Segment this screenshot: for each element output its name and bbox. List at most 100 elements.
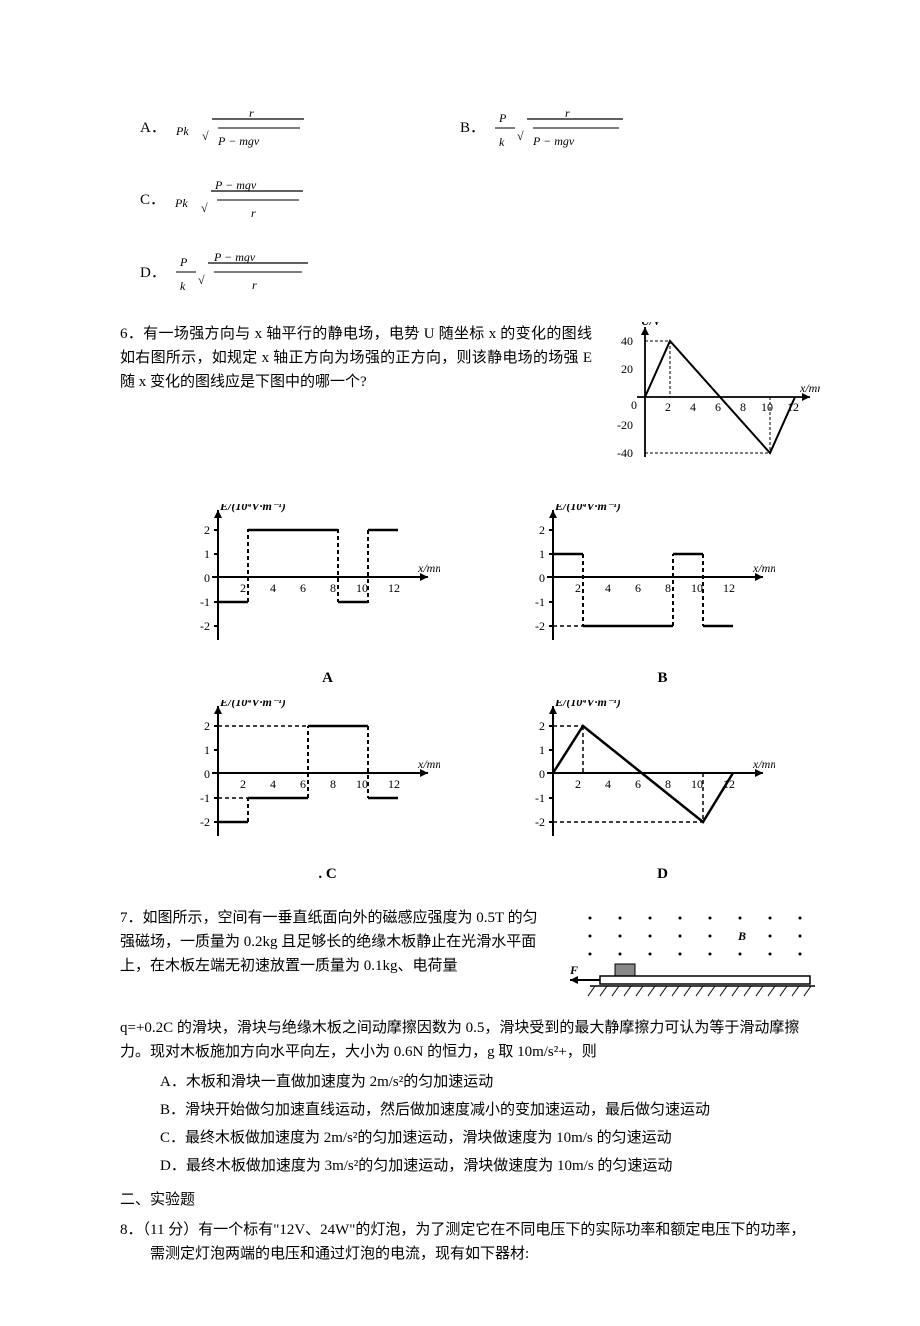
svg-text:2: 2 xyxy=(575,777,581,791)
svg-text:P − mgv: P − mgv xyxy=(213,250,256,264)
svg-text:0: 0 xyxy=(539,571,545,585)
svg-text:-20: -20 xyxy=(617,418,633,432)
q7-text-left: 7．如图所示，空间有一垂直纸面向外的磁感应强度为 0.5T 的匀强磁场，一质量为… xyxy=(120,906,550,1014)
svg-text:4: 4 xyxy=(270,777,276,791)
svg-text:E/(10⁴V·m⁻¹): E/(10⁴V·m⁻¹) xyxy=(554,504,621,513)
svg-text:√: √ xyxy=(198,273,205,287)
svg-text:-1: -1 xyxy=(535,595,545,609)
magnetic-field-dots xyxy=(589,917,802,956)
svg-text:E/(10⁴V·m⁻¹): E/(10⁴V·m⁻¹) xyxy=(219,700,286,709)
q7-option-a: A．木板和滑块一直做加速度为 2m/s²的匀加速运动 xyxy=(160,1070,820,1094)
svg-text:√: √ xyxy=(517,129,524,143)
svg-text:4: 4 xyxy=(270,581,276,595)
q6-options-grid: E/(10⁴V·m⁻¹) x/mm 210 -1-2 246 81012 xyxy=(170,504,820,886)
svg-text:r: r xyxy=(565,106,570,120)
svg-text:Pk: Pk xyxy=(174,196,188,210)
svg-text:r: r xyxy=(249,106,254,120)
svg-text:0: 0 xyxy=(539,767,545,781)
svg-text:8: 8 xyxy=(665,581,671,595)
formula-row-ab: A． Pk √ r P − mgv B． P k √ r P − mgv xyxy=(120,100,820,156)
svg-text:0: 0 xyxy=(631,398,637,412)
svg-text:-2: -2 xyxy=(200,619,210,633)
svg-text:20: 20 xyxy=(621,362,633,376)
formula-c: C． Pk √ P − mgv r xyxy=(120,172,323,228)
svg-text:0: 0 xyxy=(204,767,210,781)
svg-text:12: 12 xyxy=(388,777,400,791)
svg-text:-1: -1 xyxy=(535,791,545,805)
q7-paragraph-1: 7．如图所示，空间有一垂直纸面向外的磁感应强度为 0.5T 的匀强磁场，一质量为… xyxy=(120,906,550,978)
q6-option-d: E/(10⁴V·m⁻¹) x/mm 210 -1-2 246 81012 D xyxy=(505,700,820,886)
formula-row-c: C． Pk √ P − mgv r xyxy=(120,172,820,228)
svg-text:√: √ xyxy=(202,129,209,143)
svg-text:6: 6 xyxy=(300,777,306,791)
svg-text:0: 0 xyxy=(204,571,210,585)
formula-b-svg: P k √ r P − mgv xyxy=(493,100,643,156)
section-2-title: 二、实验题 xyxy=(120,1188,820,1212)
svg-text:10: 10 xyxy=(356,581,368,595)
svg-text:-40: -40 xyxy=(617,446,633,460)
option-d-letter: D xyxy=(505,862,820,886)
svg-text:x/mm: x/mm xyxy=(752,757,775,771)
svg-text:P: P xyxy=(498,111,507,125)
q7-text-full: q=+0.2C 的滑块，滑块与绝缘木板之间动摩擦因数为 0.5，滑块受到的最大静… xyxy=(120,1016,820,1064)
svg-text:Pk: Pk xyxy=(175,124,189,138)
svg-text:P: P xyxy=(179,255,188,269)
svg-text:6: 6 xyxy=(635,581,641,595)
svg-text:4: 4 xyxy=(605,581,611,595)
svg-text:x/mm: x/mm xyxy=(417,757,440,771)
svg-text:E/(10⁴V·m⁻¹): E/(10⁴V·m⁻¹) xyxy=(219,504,286,513)
svg-text:1: 1 xyxy=(539,743,545,757)
svg-text:-1: -1 xyxy=(200,791,210,805)
svg-text:E/(10⁴V·m⁻¹): E/(10⁴V·m⁻¹) xyxy=(554,700,621,709)
svg-text:10: 10 xyxy=(691,777,703,791)
formula-row-d: D． P k √ P − mgv r xyxy=(120,244,820,302)
svg-text:8: 8 xyxy=(740,400,746,414)
formula-d-svg: P k √ P − mgv r xyxy=(174,244,334,302)
svg-text:-2: -2 xyxy=(535,619,545,633)
option-b-label: B． xyxy=(460,116,485,140)
svg-text:2: 2 xyxy=(665,400,671,414)
svg-text:r: r xyxy=(251,206,256,220)
option-b-letter: B xyxy=(505,666,820,690)
svg-text:√: √ xyxy=(201,201,208,215)
svg-text:P − mgv: P − mgv xyxy=(214,178,257,192)
svg-text:r: r xyxy=(252,278,257,292)
svg-text:2: 2 xyxy=(539,719,545,733)
option-c-label: C． xyxy=(140,188,165,212)
svg-text:B: B xyxy=(737,929,746,943)
svg-text:40: 40 xyxy=(621,334,633,348)
svg-text:1: 1 xyxy=(539,547,545,561)
svg-text:2: 2 xyxy=(204,523,210,537)
option-d-label: D． xyxy=(140,261,166,285)
formula-a-svg: Pk √ r P − mgv xyxy=(174,100,314,156)
svg-text:U/V: U/V xyxy=(641,322,662,328)
option-a-letter: A xyxy=(170,666,485,690)
formula-c-svg: Pk √ P − mgv r xyxy=(173,172,323,228)
svg-text:x/mm: x/mm xyxy=(752,561,775,575)
q7-option-b: B．滑块开始做匀加速直线运动，然后做加速度减小的变加速运动，最后做匀速运动 xyxy=(160,1098,820,1122)
q6-paragraph: 6．有一场强方向与 x 轴平行的静电场，电势 U 随坐标 x 的变化的图线如右图… xyxy=(120,322,592,394)
svg-text:2: 2 xyxy=(204,719,210,733)
svg-text:8: 8 xyxy=(665,777,671,791)
question-6: 6．有一场强方向与 x 轴平行的静电场，电势 U 随坐标 x 的变化的图线如右图… xyxy=(120,322,820,480)
q7-figure: B F xyxy=(560,906,820,1014)
svg-text:2: 2 xyxy=(575,581,581,595)
svg-text:x/mm: x/mm xyxy=(799,381,820,395)
svg-text:P − mgv: P − mgv xyxy=(217,134,260,148)
q6-option-b: E/(10⁴V·m⁻¹) x/mm 210 -1-2 246 81012 xyxy=(505,504,820,690)
q7-paragraph-2: q=+0.2C 的滑块，滑块与绝缘木板之间动摩擦因数为 0.5，滑块受到的最大静… xyxy=(120,1016,820,1064)
q7-options: A．木板和滑块一直做加速度为 2m/s²的匀加速运动 B．滑块开始做匀加速直线运… xyxy=(160,1070,820,1178)
q7-option-d: D．最终木板做加速度为 3m/s²的匀加速运动，滑块做速度为 10m/s 的匀速… xyxy=(160,1154,820,1178)
formula-a: A． Pk √ r P − mgv xyxy=(120,100,440,156)
svg-text:2: 2 xyxy=(240,777,246,791)
svg-text:-2: -2 xyxy=(200,815,210,829)
svg-text:2: 2 xyxy=(240,581,246,595)
svg-text:12: 12 xyxy=(388,581,400,595)
svg-text:x/mm: x/mm xyxy=(417,561,440,575)
q6-main-chart: U/V x/mm 40 20 0 -20 -40 246 81012 xyxy=(600,322,820,480)
q6-text: 6．有一场强方向与 x 轴平行的静电场，电势 U 随坐标 x 的变化的图线如右图… xyxy=(120,322,592,480)
svg-text:P − mgv: P − mgv xyxy=(532,134,575,148)
svg-text:12: 12 xyxy=(723,581,735,595)
svg-text:10: 10 xyxy=(691,581,703,595)
svg-text:8: 8 xyxy=(330,581,336,595)
